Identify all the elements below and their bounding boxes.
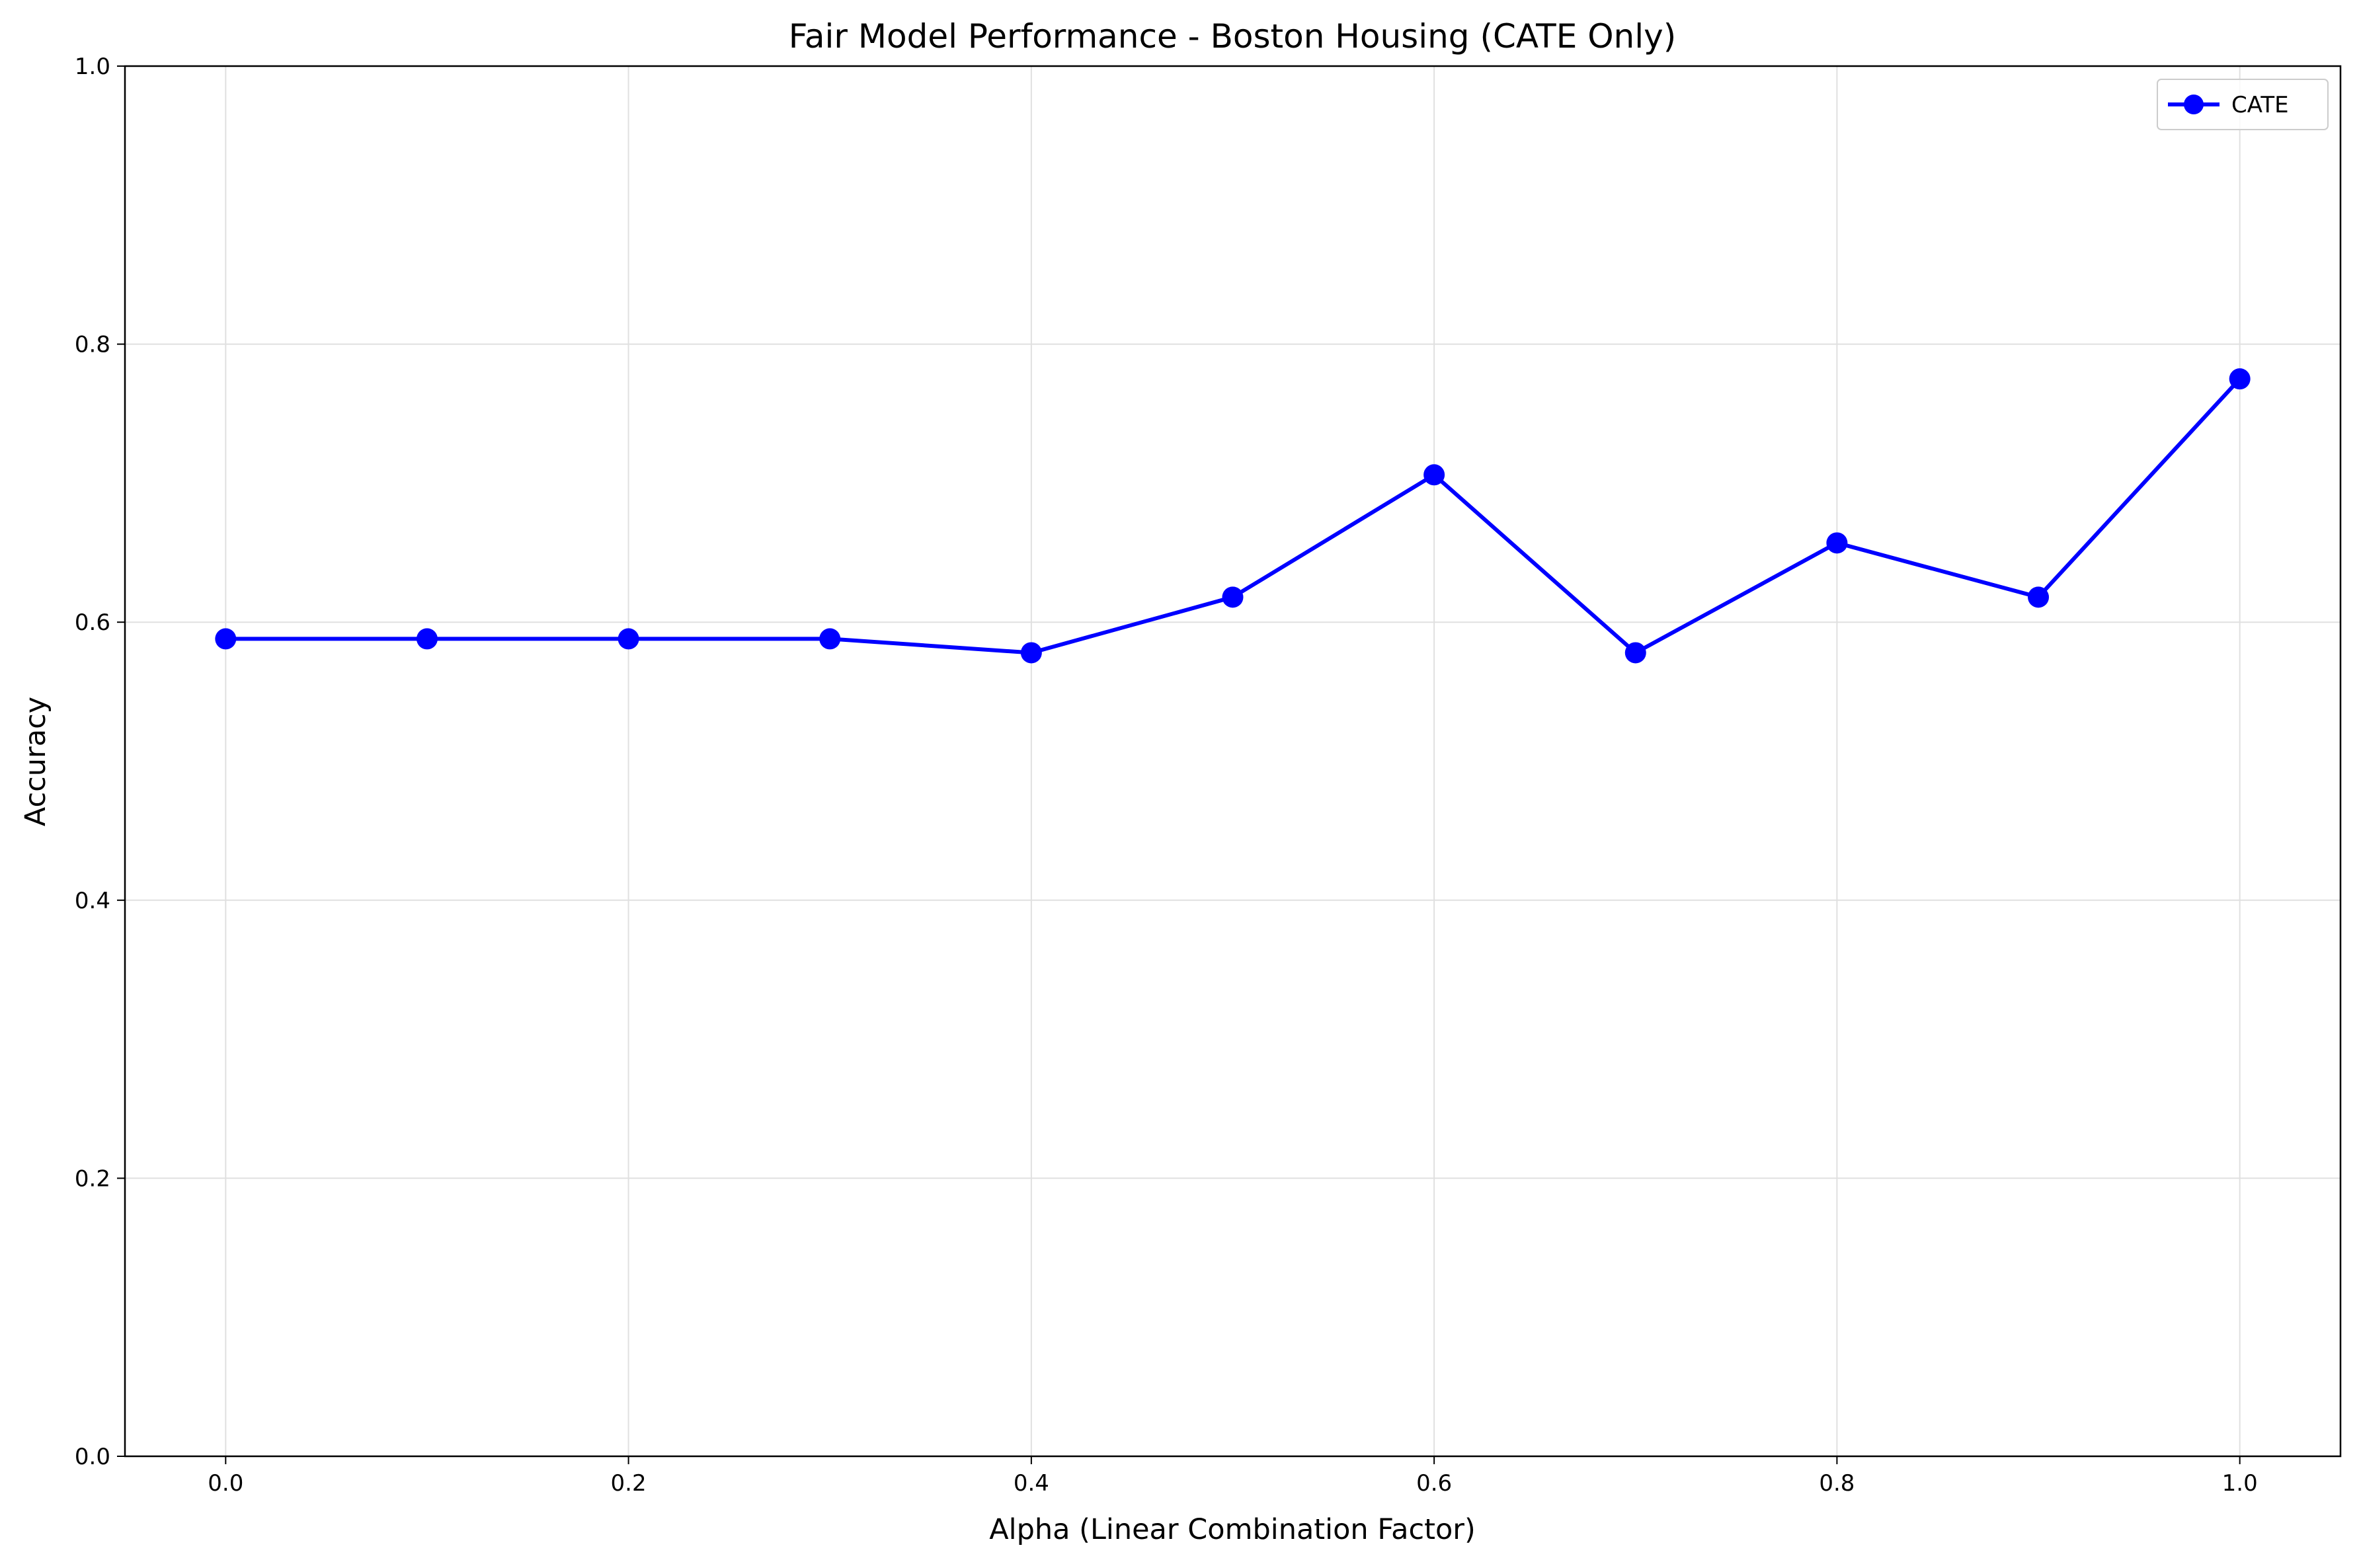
legend-label: CATE [2231, 92, 2289, 118]
data-point-cate [1826, 532, 1848, 554]
legend-box [2157, 79, 2329, 130]
data-point-cate [819, 628, 841, 650]
chart-title: Fair Model Performance - Boston Housing … [789, 17, 1677, 56]
y-axis-label: Accuracy [19, 697, 52, 826]
x-tick-label: 0.2 [611, 1470, 647, 1497]
data-point-cate [618, 628, 639, 650]
data-point-cate [1423, 464, 1445, 486]
data-point-cate [2028, 586, 2050, 608]
x-tick-label: 0.0 [208, 1470, 243, 1497]
y-tick-label: 0.6 [75, 609, 110, 636]
x-axis-label: Alpha (Linear Combination Factor) [989, 1513, 1476, 1546]
x-tick-label: 1.0 [2222, 1470, 2258, 1497]
y-tick-label: 0.8 [75, 332, 110, 358]
data-point-cate [416, 628, 438, 650]
data-point-cate [1624, 642, 1646, 664]
legend-marker-swatch [2184, 95, 2204, 114]
data-point-cate [1222, 586, 1244, 608]
y-tick-label: 0.2 [75, 1165, 110, 1192]
plot-frame [124, 65, 2342, 1458]
data-point-cate [1020, 642, 1042, 664]
x-tick-label: 0.8 [1819, 1470, 1855, 1497]
data-point-cate [215, 628, 237, 650]
x-tick-label: 0.4 [1014, 1470, 1049, 1497]
data-point-cate [2229, 368, 2251, 390]
series-layer [215, 368, 2251, 664]
y-tick-label: 0.4 [75, 888, 110, 914]
x-tick-label: 0.6 [1416, 1470, 1452, 1497]
legend: CATE [2157, 79, 2329, 130]
ticks: 0.0 0.2 0.4 0.6 0.8 1.0 0.0 0.2 0.4 0.6 0.8 1.0 [75, 54, 2258, 1497]
y-tick-label: 1.0 [75, 54, 110, 80]
y-tick-label: 0.0 [75, 1444, 110, 1470]
